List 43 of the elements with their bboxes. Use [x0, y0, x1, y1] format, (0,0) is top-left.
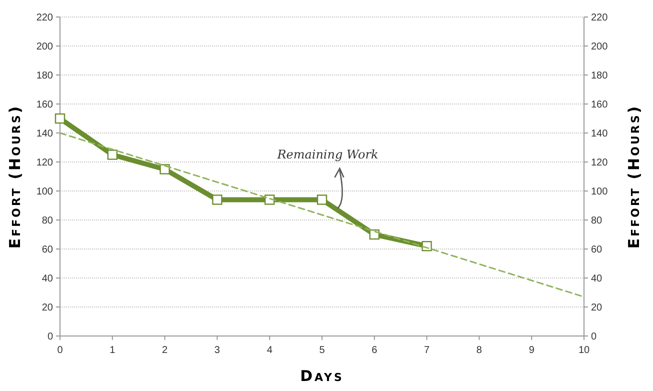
y-tick-label: 20 [42, 302, 54, 314]
x-tick-label: 9 [528, 345, 535, 356]
x-tick-label: 6 [372, 345, 378, 356]
y-tick-label: 140 [36, 128, 54, 140]
y2-tick-label: 180 [591, 70, 608, 82]
x-tick-label: 4 [266, 345, 273, 356]
x-tick-label: 7 [424, 345, 430, 356]
y-tick-label: 100 [36, 186, 54, 198]
y2-tick-label: 120 [591, 158, 608, 168]
x-tick-label: 1 [110, 345, 116, 356]
y2-tick-label: 40 [591, 274, 603, 284]
point [107, 150, 118, 160]
point [54, 113, 66, 124]
x-tick-label: 8 [476, 345, 482, 356]
y2-tick-label: 0 [591, 332, 597, 342]
y2-tick-label: 80 [591, 216, 603, 226]
y-tick-label: 80 [42, 216, 54, 226]
y-tick-label: 0 [47, 332, 54, 342]
y2-tick-label: 100 [591, 186, 608, 198]
y-tick-label: 120 [36, 158, 54, 168]
y-tick-label: 40 [42, 274, 54, 284]
x-tick-label: 10 [578, 345, 590, 356]
y2-tick-label: 60 [591, 244, 603, 256]
y2-tick-label: 20 [591, 302, 603, 314]
y-tick-label: 60 [42, 244, 54, 256]
y2-tick-label: 200 [591, 42, 608, 52]
x-tick-label: 0 [57, 345, 64, 356]
x-axis-title: Days [300, 367, 344, 385]
annotation: Remaining Work [276, 147, 378, 162]
x-tick-label: 2 [162, 345, 168, 356]
y-tick-label: 200 [36, 42, 54, 52]
point [316, 194, 328, 205]
x-tick-label: 5 [319, 345, 326, 356]
point [212, 194, 222, 205]
y-tick-label: 160 [36, 100, 54, 110]
y2-tick-label: 140 [591, 128, 608, 140]
y2-tick-label: 160 [591, 100, 608, 110]
y2-axis-title: Effort (Hours) [625, 104, 643, 249]
y-tick-label: 180 [36, 70, 54, 82]
y2-tick-label: 220 [591, 12, 608, 24]
x-tick-label: 3 [214, 345, 220, 356]
y-axis-title: Effort (Hours) [6, 104, 24, 249]
y-tick-label: 220 [36, 12, 54, 24]
